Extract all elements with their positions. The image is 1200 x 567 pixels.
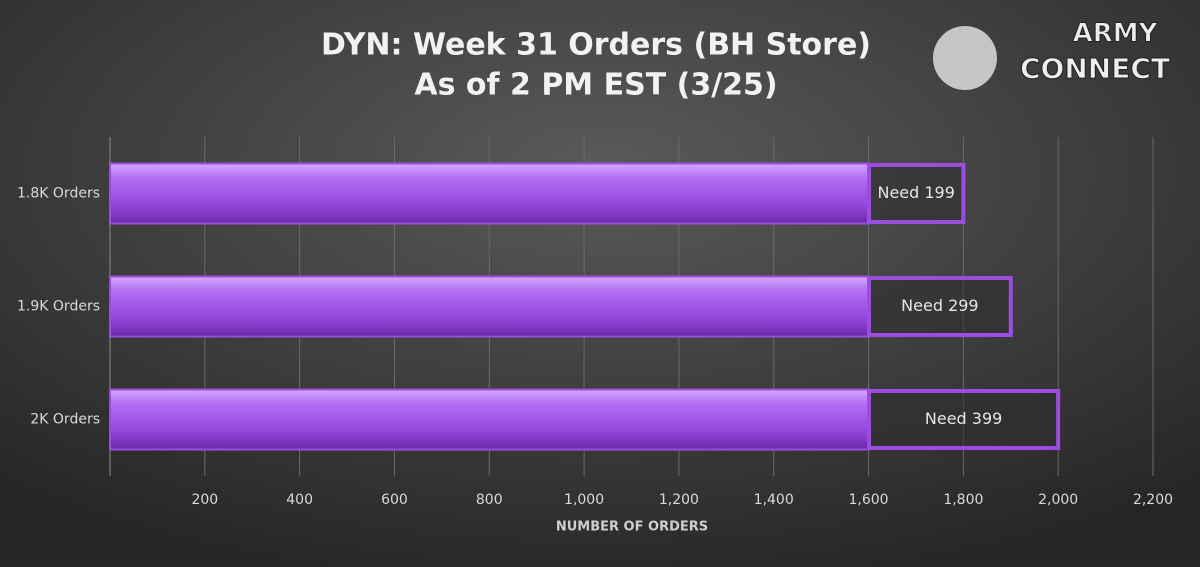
y-tick-label: 2K Orders (30, 412, 100, 428)
y-tick-label: 1.8K Orders (17, 186, 100, 202)
x-tick-label: 800 (476, 492, 503, 508)
x-tick-label: 600 (381, 492, 408, 508)
x-tick-label: 1,600 (848, 492, 888, 508)
value-label: Need 299 (901, 296, 978, 315)
x-tick-label: 200 (191, 492, 218, 508)
logo: ARMY CONNECT (933, 18, 1171, 90)
x-axis-label: NUMBER OF ORDERS (556, 520, 708, 535)
value-label: Need 199 (877, 183, 954, 202)
y-tick-label: 1.9K Orders (17, 299, 100, 315)
x-tick-label: 1,800 (943, 492, 983, 508)
bar-segment (867, 276, 1013, 337)
x-tick-label: 2,000 (1038, 492, 1078, 508)
chart-title: DYN: Week 31 Orders (BH Store) (321, 28, 871, 63)
x-tick-label: 2,200 (1133, 492, 1173, 508)
logo-icon (933, 26, 997, 90)
x-tick-label: 400 (286, 492, 313, 508)
bar-segment (867, 389, 1061, 450)
logo-text: CONNECT (1020, 52, 1170, 85)
bar-segment (109, 388, 871, 451)
value-label: Need 399 (925, 409, 1002, 428)
bar-segment (867, 163, 966, 224)
x-tick-label: 1,400 (754, 492, 794, 508)
chart-subtitle: As of 2 PM EST (3/25) (414, 68, 777, 103)
bar-segment (109, 275, 871, 338)
logo-text: ARMY (1073, 19, 1159, 49)
bar-segment (109, 162, 871, 225)
x-tick-label: 1,000 (564, 492, 604, 508)
x-tick-label: 1,200 (659, 492, 699, 508)
